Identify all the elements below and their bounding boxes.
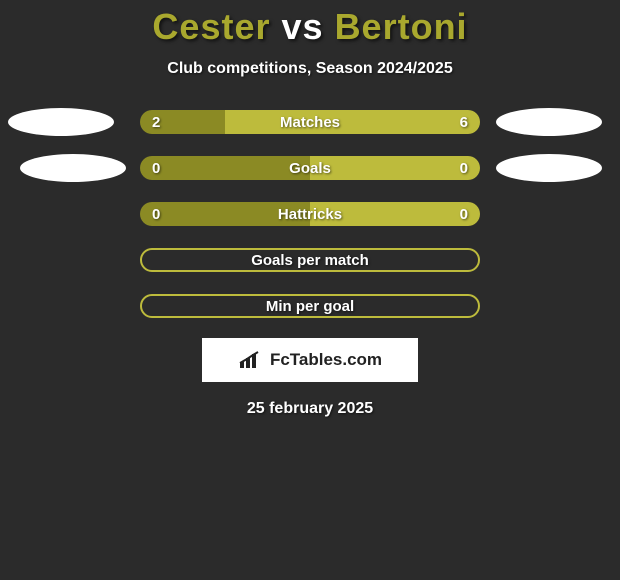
- stat-rows: 26Matches 00Goals 00Hattricks Goals per mat…: [0, 110, 620, 318]
- player1-name: Cester: [152, 6, 270, 47]
- stat-bar: 00Goals: [140, 156, 480, 180]
- player2-name: Bertoni: [335, 6, 468, 47]
- club-ellipse-left: [8, 108, 114, 136]
- club-ellipse-right: [496, 154, 602, 182]
- stat-label: Goals: [140, 156, 480, 180]
- stat-row: Goals per match: [0, 248, 620, 272]
- stat-bar: 00Hattricks: [140, 202, 480, 226]
- stat-bar: Min per goal: [140, 294, 480, 318]
- stat-label: Matches: [140, 110, 480, 134]
- stat-label: Min per goal: [142, 296, 478, 316]
- stat-row: 00Hattricks: [0, 202, 620, 226]
- vs-separator: vs: [282, 6, 324, 47]
- stat-row: 00Goals: [0, 156, 620, 180]
- stat-bar: 26Matches: [140, 110, 480, 134]
- stat-label: Hattricks: [140, 202, 480, 226]
- page-title: Cester vs Bertoni: [152, 6, 467, 48]
- club-ellipse-right: [496, 108, 602, 136]
- stat-row: Min per goal: [0, 294, 620, 318]
- subtitle: Club competitions, Season 2024/2025: [167, 60, 452, 78]
- club-ellipse-left: [20, 154, 126, 182]
- stat-bar: Goals per match: [140, 248, 480, 272]
- barchart-icon: [238, 350, 264, 370]
- comparison-card: Cester vs Bertoni Club competitions, Sea…: [0, 0, 620, 580]
- date: 25 february 2025: [247, 400, 373, 418]
- stat-row: 26Matches: [0, 110, 620, 134]
- logo-box: FcTables.com: [202, 338, 418, 382]
- stat-label: Goals per match: [142, 250, 478, 270]
- logo-text: FcTables.com: [270, 350, 382, 370]
